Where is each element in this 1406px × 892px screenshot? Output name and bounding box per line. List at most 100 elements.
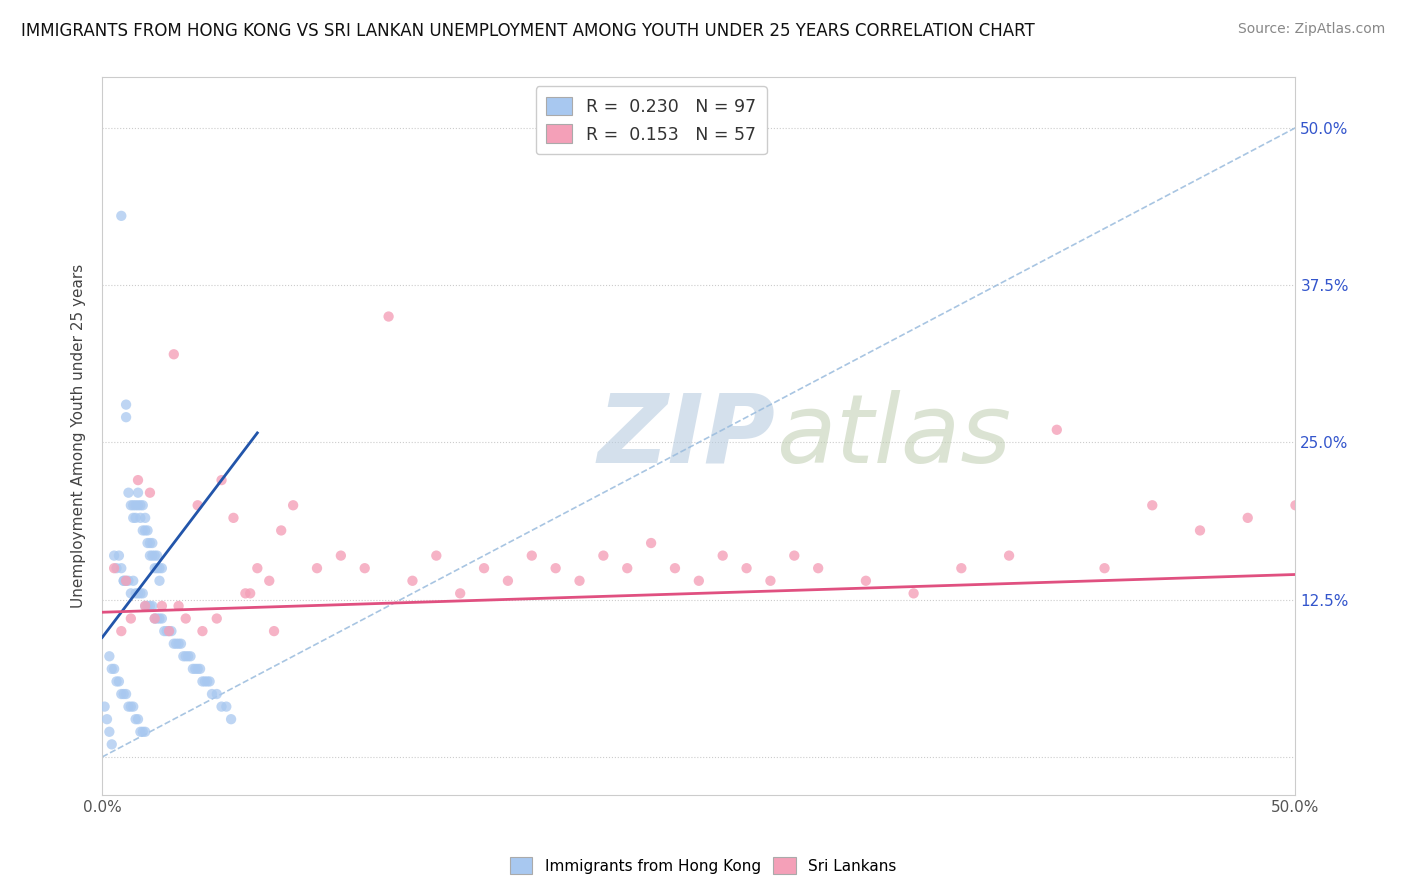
Point (377, 310, 399, 324)
Point (305, 561, 328, 575)
Point (115, 574, 138, 588)
Legend: Immigrants from Hong Kong, Sri Lankans: Immigrants from Hong Kong, Sri Lankans (503, 851, 903, 880)
Point (163, 347, 186, 361)
Point (187, 662, 209, 676)
Point (150, 611, 173, 625)
Point (263, 624, 285, 639)
Point (153, 624, 176, 639)
Point (640, 536, 662, 550)
Point (544, 561, 567, 575)
Point (281, 498, 304, 512)
Point (449, 586, 471, 600)
Point (105, 674, 128, 689)
Point (117, 699, 139, 714)
Point (110, 209, 132, 223)
Point (117, 485, 139, 500)
Point (139, 536, 162, 550)
Point (103, 561, 125, 575)
Point (132, 524, 155, 538)
Point (112, 687, 135, 701)
Point (103, 549, 125, 563)
Point (110, 687, 132, 701)
Point (998, 549, 1021, 563)
Point (146, 611, 169, 625)
Point (195, 674, 218, 689)
Point (191, 624, 214, 639)
Point (134, 599, 156, 613)
Y-axis label: Unemployment Among Youth under 25 years: Unemployment Among Youth under 25 years (72, 264, 86, 608)
Point (783, 549, 806, 563)
Point (174, 611, 197, 625)
Point (520, 549, 543, 563)
Point (191, 674, 214, 689)
Point (246, 561, 269, 575)
Point (98, 649, 121, 664)
Point (401, 574, 423, 588)
Point (150, 599, 173, 613)
Point (132, 498, 155, 512)
Point (124, 511, 146, 525)
Point (143, 611, 166, 625)
Point (127, 712, 149, 726)
Point (735, 561, 758, 575)
Point (117, 574, 139, 588)
Point (1284, 498, 1306, 512)
Point (115, 398, 138, 412)
Point (205, 611, 228, 625)
Point (664, 561, 686, 575)
Point (136, 599, 159, 613)
Point (136, 524, 159, 538)
Point (127, 473, 149, 487)
Point (148, 574, 170, 588)
Point (259, 574, 281, 588)
Point (235, 586, 257, 600)
Point (592, 549, 614, 563)
Point (100, 737, 122, 751)
Point (146, 561, 169, 575)
Text: Source: ZipAtlas.com: Source: ZipAtlas.com (1237, 22, 1385, 37)
Point (157, 624, 180, 639)
Point (124, 586, 146, 600)
Point (148, 561, 170, 575)
Point (93, 699, 115, 714)
Point (129, 724, 152, 739)
Point (120, 611, 142, 625)
Point (329, 549, 352, 563)
Point (129, 586, 152, 600)
Point (222, 511, 245, 525)
Point (711, 549, 734, 563)
Point (194, 674, 217, 689)
Point (132, 724, 155, 739)
Point (1046, 423, 1069, 437)
Point (143, 561, 166, 575)
Point (177, 649, 200, 664)
Point (115, 687, 138, 701)
Point (148, 611, 170, 625)
Point (136, 536, 159, 550)
Point (124, 712, 146, 726)
Point (425, 549, 447, 563)
Point (100, 662, 122, 676)
Point (139, 599, 162, 613)
Point (141, 599, 163, 613)
Point (122, 498, 145, 512)
Point (141, 536, 163, 550)
Point (855, 574, 877, 588)
Point (120, 498, 142, 512)
Point (139, 485, 162, 500)
Point (150, 561, 173, 575)
Point (146, 549, 169, 563)
Point (122, 511, 145, 525)
Point (96, 712, 118, 726)
Point (110, 561, 132, 575)
Point (127, 485, 149, 500)
Point (211, 699, 233, 714)
Point (1188, 524, 1211, 538)
Point (759, 574, 782, 588)
Point (141, 549, 163, 563)
Point (122, 574, 145, 588)
Point (239, 586, 262, 600)
Point (167, 637, 190, 651)
Point (112, 574, 135, 588)
Point (120, 699, 142, 714)
